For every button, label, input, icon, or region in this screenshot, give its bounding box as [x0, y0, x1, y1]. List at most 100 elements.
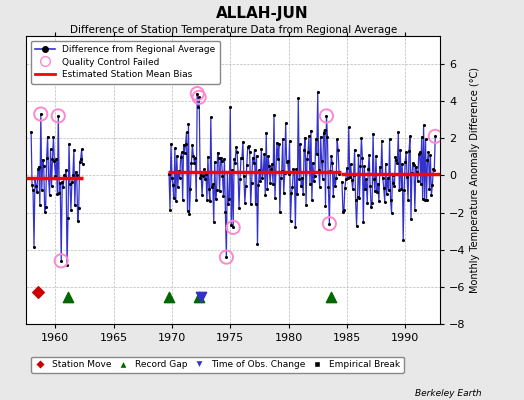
- Point: [45, 175, 53, 182]
- Point: [384, 174, 392, 181]
- Point: [418, 134, 426, 140]
- Point: [257, 146, 266, 152]
- Point: [343, 165, 351, 172]
- Point: [176, 175, 184, 181]
- Point: [216, 154, 225, 161]
- Point: [377, 171, 385, 178]
- Point: [37, 111, 45, 117]
- Point: [345, 124, 353, 130]
- Point: [187, 160, 195, 166]
- Point: [30, 244, 38, 250]
- Point: [78, 146, 86, 152]
- Point: [356, 163, 365, 169]
- Point: [338, 178, 346, 185]
- Point: [213, 150, 222, 156]
- Point: [361, 186, 369, 192]
- Point: [380, 199, 389, 205]
- Point: [227, 222, 235, 228]
- Point: [72, 169, 80, 175]
- Point: [370, 176, 378, 182]
- Point: [245, 143, 253, 149]
- Point: [230, 156, 238, 162]
- Point: [42, 155, 51, 162]
- Point: [369, 130, 377, 137]
- Point: [56, 180, 64, 186]
- Point: [65, 141, 73, 147]
- Point: [31, 175, 39, 181]
- Point: [329, 193, 337, 199]
- Point: [234, 168, 242, 175]
- Point: [311, 172, 319, 179]
- Point: [215, 188, 224, 194]
- Point: [347, 176, 356, 183]
- Point: [302, 202, 310, 208]
- Point: [189, 152, 198, 159]
- Point: [41, 204, 50, 210]
- Point: [373, 189, 381, 196]
- Point: [254, 182, 263, 188]
- Point: [203, 197, 211, 204]
- Point: [229, 224, 237, 230]
- Point: [29, 187, 37, 193]
- Point: [357, 135, 366, 141]
- Point: [69, 172, 77, 178]
- Point: [194, 294, 203, 300]
- Point: [296, 141, 304, 148]
- Point: [246, 148, 254, 155]
- Point: [403, 174, 411, 180]
- Point: [325, 220, 334, 227]
- Point: [165, 171, 173, 178]
- Point: [246, 201, 255, 208]
- Point: [364, 166, 373, 173]
- Point: [236, 176, 244, 182]
- Point: [301, 134, 309, 141]
- Point: [346, 161, 355, 168]
- Point: [195, 94, 203, 100]
- Point: [225, 196, 234, 203]
- Point: [326, 294, 335, 300]
- Point: [265, 163, 274, 170]
- Point: [298, 175, 307, 182]
- Point: [287, 190, 296, 196]
- Point: [38, 187, 46, 193]
- Point: [268, 161, 276, 167]
- Point: [223, 168, 232, 175]
- Point: [57, 258, 66, 264]
- Point: [310, 177, 318, 184]
- Point: [410, 162, 418, 168]
- Point: [326, 168, 334, 174]
- Legend: Station Move, Record Gap, Time of Obs. Change, Empirical Break: Station Move, Record Gap, Time of Obs. C…: [31, 356, 404, 373]
- Point: [222, 254, 231, 260]
- Point: [226, 103, 234, 110]
- Point: [53, 191, 61, 198]
- Point: [379, 174, 387, 181]
- Point: [229, 224, 237, 230]
- Point: [219, 193, 227, 200]
- Point: [270, 112, 278, 118]
- Point: [43, 134, 52, 140]
- Point: [422, 196, 431, 203]
- Point: [375, 198, 383, 204]
- Point: [429, 166, 438, 172]
- Point: [248, 154, 257, 161]
- Point: [421, 136, 430, 143]
- Point: [34, 289, 42, 296]
- Point: [219, 172, 227, 179]
- Point: [323, 133, 332, 140]
- Point: [52, 155, 61, 162]
- Point: [430, 166, 439, 173]
- Point: [49, 134, 58, 140]
- Point: [60, 172, 68, 178]
- Point: [259, 168, 267, 175]
- Point: [360, 163, 368, 170]
- Point: [196, 175, 204, 181]
- Point: [358, 155, 367, 161]
- Point: [197, 294, 205, 300]
- Point: [283, 158, 292, 164]
- Point: [335, 170, 343, 177]
- Point: [339, 208, 347, 215]
- Point: [275, 141, 283, 147]
- Point: [166, 207, 174, 213]
- Text: ALLAH-JUN: ALLAH-JUN: [216, 6, 308, 21]
- Point: [290, 169, 299, 175]
